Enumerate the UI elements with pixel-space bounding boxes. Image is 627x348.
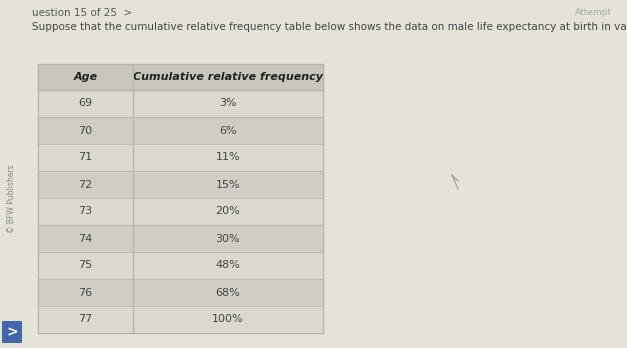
Text: 74: 74 <box>78 234 93 244</box>
Bar <box>38 144 323 171</box>
Bar <box>38 171 323 198</box>
Text: 76: 76 <box>78 287 93 298</box>
Bar <box>38 90 323 117</box>
FancyBboxPatch shape <box>2 321 22 343</box>
Text: >: > <box>6 325 18 339</box>
Text: 15%: 15% <box>216 180 240 190</box>
Bar <box>38 306 323 333</box>
Text: Attempt: Attempt <box>575 8 612 17</box>
Text: © BFW Publishers: © BFW Publishers <box>8 164 16 233</box>
Bar <box>38 279 323 306</box>
Bar <box>38 64 323 333</box>
Text: 100%: 100% <box>212 315 244 324</box>
Text: uestion 15 of 25  >: uestion 15 of 25 > <box>32 8 132 18</box>
Bar <box>38 252 323 279</box>
Text: 68%: 68% <box>216 287 240 298</box>
Text: 75: 75 <box>78 261 93 270</box>
Text: 72: 72 <box>78 180 93 190</box>
Text: 73: 73 <box>78 206 93 216</box>
Text: 20%: 20% <box>216 206 240 216</box>
Bar <box>38 225 323 252</box>
Text: 11%: 11% <box>216 152 240 163</box>
Bar <box>38 198 323 225</box>
Text: 3%: 3% <box>219 98 237 109</box>
Bar <box>38 117 323 144</box>
Text: Age: Age <box>73 72 98 82</box>
Text: 30%: 30% <box>216 234 240 244</box>
Text: Cumulative relative frequency: Cumulative relative frequency <box>133 72 323 82</box>
Text: 70: 70 <box>78 126 93 135</box>
Text: 77: 77 <box>78 315 93 324</box>
Text: 69: 69 <box>78 98 93 109</box>
Bar <box>38 64 323 90</box>
Text: 6%: 6% <box>219 126 237 135</box>
Text: 71: 71 <box>78 152 93 163</box>
Text: 48%: 48% <box>216 261 240 270</box>
Text: Suppose that the cumulative relative frequency table below shows the data on mal: Suppose that the cumulative relative fre… <box>32 22 627 32</box>
